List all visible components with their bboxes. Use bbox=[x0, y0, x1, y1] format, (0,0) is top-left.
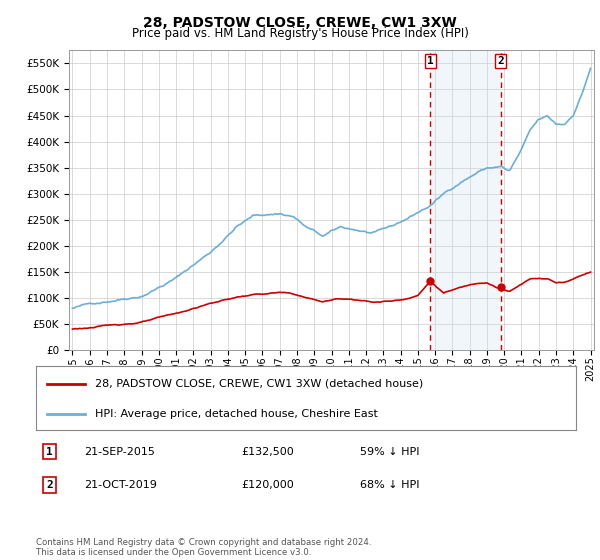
Text: 1: 1 bbox=[427, 56, 434, 66]
Text: 21-SEP-2015: 21-SEP-2015 bbox=[85, 446, 155, 456]
Text: Contains HM Land Registry data © Crown copyright and database right 2024.
This d: Contains HM Land Registry data © Crown c… bbox=[36, 538, 371, 557]
Text: HPI: Average price, detached house, Cheshire East: HPI: Average price, detached house, Ches… bbox=[95, 409, 378, 419]
Text: 28, PADSTOW CLOSE, CREWE, CW1 3XW: 28, PADSTOW CLOSE, CREWE, CW1 3XW bbox=[143, 16, 457, 30]
Text: 68% ↓ HPI: 68% ↓ HPI bbox=[360, 480, 419, 490]
Text: Price paid vs. HM Land Registry's House Price Index (HPI): Price paid vs. HM Land Registry's House … bbox=[131, 27, 469, 40]
Text: 59% ↓ HPI: 59% ↓ HPI bbox=[360, 446, 419, 456]
Text: 2: 2 bbox=[497, 56, 504, 66]
Text: 1: 1 bbox=[46, 446, 53, 456]
Text: £132,500: £132,500 bbox=[241, 446, 294, 456]
Text: 2: 2 bbox=[46, 480, 53, 490]
Text: 28, PADSTOW CLOSE, CREWE, CW1 3XW (detached house): 28, PADSTOW CLOSE, CREWE, CW1 3XW (detac… bbox=[95, 379, 424, 389]
Text: 21-OCT-2019: 21-OCT-2019 bbox=[85, 480, 157, 490]
Bar bbox=[430, 50, 501, 350]
Text: £120,000: £120,000 bbox=[241, 480, 294, 490]
